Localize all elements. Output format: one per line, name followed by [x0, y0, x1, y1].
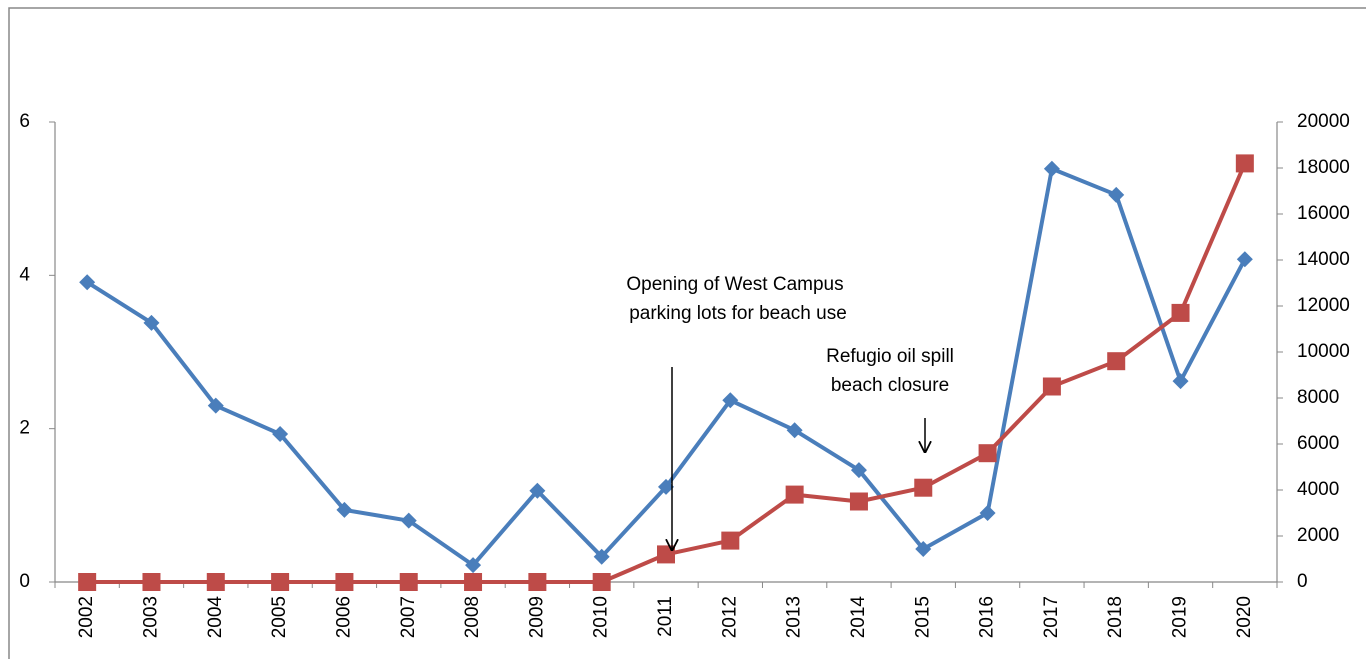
y2-tick-label: 6000	[1297, 433, 1339, 454]
marker	[1042, 377, 1061, 396]
marker	[78, 573, 97, 591]
marker	[528, 573, 547, 591]
x-tick-label: 2018	[1105, 596, 1126, 638]
y2-tick-label: 0	[1297, 571, 1308, 592]
marker	[143, 314, 160, 331]
series-line	[87, 162, 1247, 584]
x-tick-label: 2009	[526, 596, 547, 638]
marker	[1171, 303, 1190, 322]
y-tick-label: 6	[19, 111, 30, 132]
x-tick-label: 2015	[912, 596, 933, 638]
marker	[1107, 352, 1126, 371]
y2-tick-label: 2000	[1297, 525, 1339, 546]
marker	[79, 274, 96, 291]
marker	[914, 478, 933, 497]
marker	[272, 426, 289, 443]
marker	[207, 397, 224, 414]
x-tick-label: 2014	[848, 596, 869, 639]
annotation-text: parking lots for beach use	[629, 303, 847, 324]
marker	[979, 505, 996, 521]
marker	[336, 501, 353, 518]
y2-tick-label: 8000	[1297, 387, 1339, 408]
y2-tick-label: 20000	[1297, 111, 1350, 132]
marker	[271, 573, 290, 591]
marker	[1172, 373, 1189, 390]
marker	[1236, 251, 1253, 268]
marker	[399, 573, 418, 591]
x-tick-label: 2017	[1041, 596, 1062, 638]
x-tick-label: 2003	[140, 596, 161, 638]
marker	[915, 541, 932, 558]
marker	[978, 444, 997, 463]
series-line	[86, 166, 1247, 568]
marker	[335, 573, 354, 591]
frame	[8, 7, 1366, 659]
x-tick-label: 2020	[1234, 596, 1255, 638]
x-tick-label: 2010	[591, 596, 612, 638]
marker	[721, 531, 740, 550]
y2-tick-label: 10000	[1297, 341, 1350, 362]
marker	[785, 485, 804, 504]
marker	[1108, 186, 1125, 203]
y2-tick-label: 4000	[1297, 479, 1339, 500]
x-tick-label: 2005	[269, 596, 290, 638]
annotation-text: Refugio oil spill	[826, 346, 954, 367]
x-tick-label: 2019	[1170, 596, 1191, 638]
x-tick-label: 2011	[655, 596, 676, 637]
marker	[400, 512, 417, 529]
marker	[206, 573, 225, 591]
x-tick-label: 2004	[205, 596, 226, 639]
x-tick-label: 2016	[977, 596, 998, 638]
annotation-text: Opening of West Campus	[626, 274, 843, 295]
y2-tick-label: 16000	[1297, 203, 1350, 224]
x-tick-label: 2012	[719, 596, 740, 638]
marker	[464, 573, 483, 591]
marker	[658, 478, 674, 495]
marker	[1043, 160, 1060, 177]
marker	[529, 482, 546, 499]
marker	[465, 557, 482, 574]
marker	[592, 573, 611, 591]
y-tick-label: 2	[19, 418, 30, 439]
marker	[786, 422, 803, 439]
marker	[849, 492, 868, 511]
y2-tick-label: 12000	[1297, 295, 1350, 316]
x-tick-label: 2013	[784, 596, 805, 638]
marker	[142, 573, 161, 591]
marker	[1235, 154, 1254, 173]
y2-tick-label: 14000	[1297, 249, 1350, 270]
annotation-text: beach closure	[831, 375, 949, 396]
marker	[722, 392, 739, 409]
y-tick-label: 0	[19, 571, 30, 592]
x-tick-label: 2007	[398, 596, 419, 638]
y2-tick-label: 18000	[1297, 157, 1350, 178]
marker	[850, 462, 867, 479]
x-tick-label: 2002	[76, 596, 97, 638]
x-tick-label: 2008	[462, 596, 483, 638]
x-tick-label: 2006	[333, 596, 354, 638]
y-tick-label: 4	[19, 264, 30, 285]
marker	[593, 548, 610, 565]
